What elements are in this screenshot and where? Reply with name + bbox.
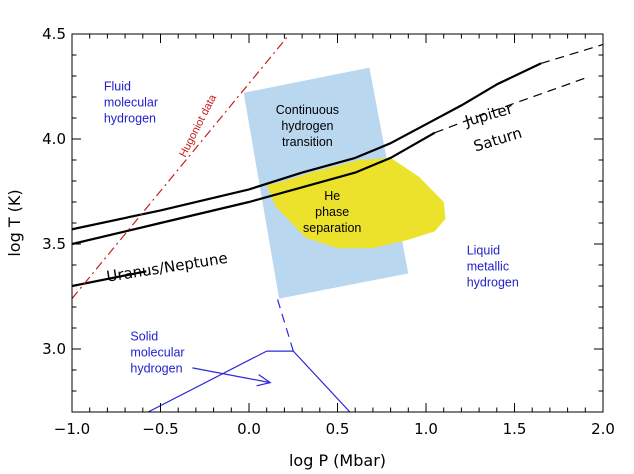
y-tick-label: 4.5 [42, 25, 66, 43]
x-tick-label: −0.5 [142, 420, 178, 438]
y-tick-label: 3.0 [42, 340, 66, 358]
x-axis-label: log P (Mbar) [289, 451, 386, 470]
x-tick-label: 0.5 [326, 420, 350, 438]
annotation-hugoniot: Hugoniot data [177, 92, 219, 159]
x-tick-label: 2.0 [591, 420, 615, 438]
annotation-uranus: Uranus/Neptune [105, 249, 229, 286]
x-tick-label: 1.0 [414, 420, 438, 438]
y-axis-label: log T (K) [5, 189, 24, 256]
series-solid-phase-boundary [147, 350, 351, 412]
x-tick-label: −1.0 [54, 420, 90, 438]
series-jupiter-extrapolated [540, 43, 603, 64]
annotation-he: He phase separation [303, 189, 361, 235]
y-tick-label: 3.5 [42, 235, 66, 253]
y-tick-label: 4.0 [42, 130, 66, 148]
series-jupiter [72, 62, 542, 231]
series-hugoniot-data [72, 34, 291, 299]
solid-region-arrowhead [256, 374, 272, 387]
x-tick-label: 0.0 [237, 420, 261, 438]
series-saturn [72, 131, 436, 246]
annotation-saturn: Saturn [471, 124, 524, 156]
annotation-solid: Solid molecular hydrogen [130, 330, 184, 376]
annotation-liquid: Liquid metallic hydrogen [467, 244, 519, 290]
annotation-jupiter: Jupiter [462, 99, 516, 130]
annotation-fluid: Fluid molecular hydrogen [104, 80, 158, 126]
solid-region-arrow [192, 367, 271, 384]
series-melting-line-dashed [276, 298, 294, 352]
series-saturn-extrapolated [434, 77, 586, 134]
x-tick-label: 1.5 [503, 420, 527, 438]
region-he-phase-separation [266, 157, 446, 249]
annotation-continuous: Continuous hydrogen transition [276, 103, 339, 149]
